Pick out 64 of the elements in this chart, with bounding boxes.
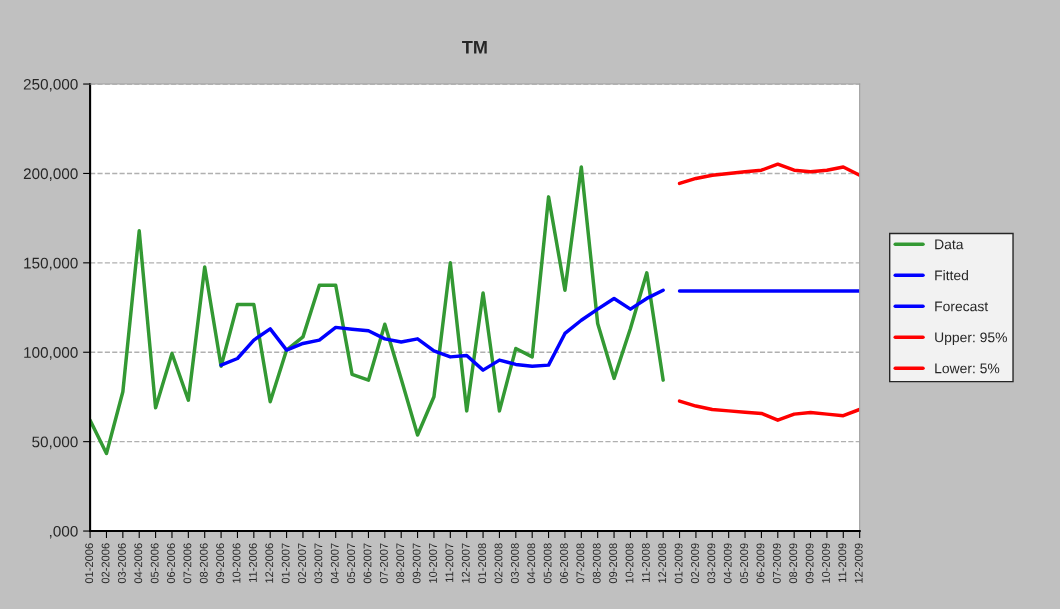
line-series xyxy=(219,288,665,372)
x-tick-label: 03-2008 xyxy=(510,543,519,584)
y-tick-label: 200,000 xyxy=(23,168,78,181)
x-tick-label: 03-2007 xyxy=(314,543,323,584)
x-tick-label: 03-2006 xyxy=(117,543,126,584)
x-tick-label: 02-2008 xyxy=(494,543,503,584)
x-tick-label: 08-2007 xyxy=(396,543,405,584)
x-tick-label: 06-2009 xyxy=(756,543,765,584)
x-tick-label: 09-2006 xyxy=(216,543,225,584)
x-tick-label: 07-2009 xyxy=(772,543,781,584)
x-tick-label: 10-2008 xyxy=(625,543,634,583)
legend-label: Forecast xyxy=(935,301,989,312)
line-series xyxy=(677,162,860,186)
x-tick-label: 08-2009 xyxy=(789,543,798,584)
chart-title: TM xyxy=(462,41,487,54)
y-tick-label: 250,000 xyxy=(23,78,78,92)
x-tick-label: 12-2009 xyxy=(854,543,863,583)
x-tick-label: 12-2008 xyxy=(658,543,667,583)
x-tick-label: 11-2009 xyxy=(838,543,847,582)
legend-label: Upper: 95% xyxy=(935,332,1007,346)
x-tick-label: 04-2008 xyxy=(527,543,536,584)
x-tick-label: 01-2007 xyxy=(281,543,290,584)
x-tick-label: 10-2007 xyxy=(429,543,437,583)
x-tick-label: 09-2009 xyxy=(805,543,814,584)
x-tick-label: 05-2008 xyxy=(543,543,552,584)
legend-label: Data xyxy=(935,239,964,250)
x-tick-label: 01-2006 xyxy=(85,543,94,584)
x-tick-label: 02-2007 xyxy=(298,543,306,584)
x-tick-label: 07-2006 xyxy=(183,543,192,584)
y-tick-label: 50,000 xyxy=(32,436,78,450)
x-tick-label: 12-2007 xyxy=(461,543,470,583)
x-tick-label: 01-2008 xyxy=(478,543,487,584)
legend-label: Lower: 5% xyxy=(935,363,1000,374)
line-series xyxy=(90,165,665,456)
x-tick-label: 06-2006 xyxy=(167,543,175,584)
x-tick-label: 03-2009 xyxy=(707,543,716,584)
x-tick-label: 08-2006 xyxy=(199,543,208,584)
x-tick-label: 04-2009 xyxy=(723,543,732,584)
x-tick-label: 07-2007 xyxy=(379,543,388,584)
y-tick-label: ,000 xyxy=(49,525,78,539)
x-tick-label: 11-2006 xyxy=(248,543,257,582)
x-tick-label: 10-2009 xyxy=(822,543,830,583)
x-tick-label: 07-2008 xyxy=(576,543,585,584)
x-tick-label: 06-2008 xyxy=(560,543,568,584)
y-tick-label: 150,000 xyxy=(24,257,78,271)
x-tick-label: 05-2007 xyxy=(347,543,356,584)
x-tick-label: 02-2006 xyxy=(101,543,110,584)
x-tick-label: 12-2006 xyxy=(265,543,274,583)
legend-label: Fitted xyxy=(935,270,968,281)
x-tick-label: 09-2007 xyxy=(412,543,421,584)
x-tick-label: 11-2008 xyxy=(641,543,650,582)
x-tick-label: 06-2007 xyxy=(363,543,372,584)
x-tick-label: 05-2006 xyxy=(150,543,159,584)
x-tick-label: 09-2008 xyxy=(609,543,618,584)
x-tick-label: 04-2006 xyxy=(134,543,143,584)
line-series xyxy=(677,399,860,422)
x-tick-label: 04-2007 xyxy=(330,543,339,584)
y-tick-label: 100,000 xyxy=(24,347,78,360)
x-tick-label: 10-2006 xyxy=(232,543,241,583)
x-tick-label: 05-2009 xyxy=(740,543,749,584)
x-tick-label: 02-2009 xyxy=(691,543,699,584)
x-tick-label: 08-2008 xyxy=(592,543,601,584)
x-tick-label: 01-2009 xyxy=(674,543,683,584)
x-tick-label: 11-2007 xyxy=(445,543,454,582)
